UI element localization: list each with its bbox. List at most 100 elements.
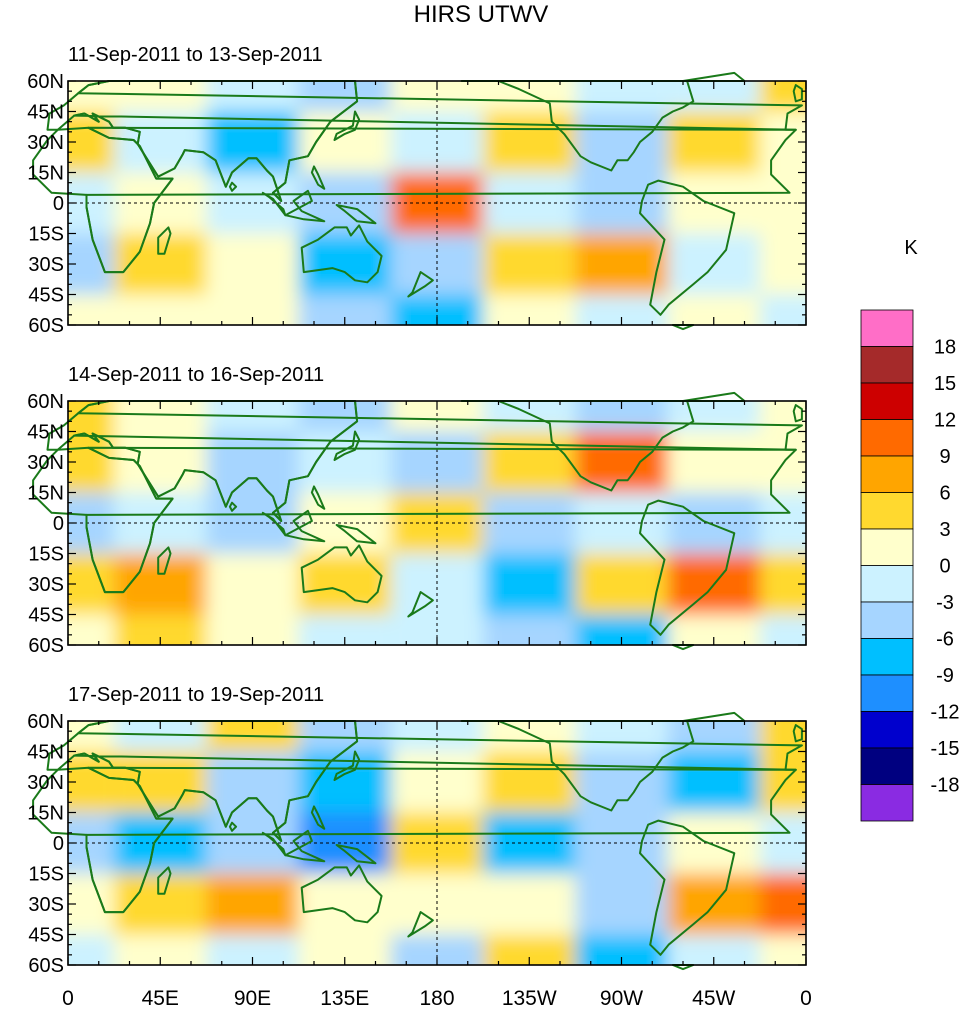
colorbar-box xyxy=(860,784,914,822)
lon-tick-label: 45W xyxy=(692,987,735,1010)
heatmap-cell xyxy=(483,873,576,935)
coastline-madagascar xyxy=(157,226,172,255)
coastline-south-america xyxy=(639,819,736,956)
panel-3-gridlines xyxy=(68,721,806,965)
lat-tick-label: 45S xyxy=(28,605,64,627)
heatmap-cell xyxy=(575,233,668,295)
panel-2-gridlines xyxy=(68,401,806,645)
coastline-borneo-java xyxy=(284,829,326,863)
heatmap-cell xyxy=(483,233,576,295)
colorbar-box xyxy=(860,346,914,384)
colorbar-box xyxy=(860,309,914,347)
lat-tick-label: 0 xyxy=(53,513,64,535)
colorbar-level-label: -6 xyxy=(936,629,954,651)
colorbar-labels: 18 15 12 9 6 3 0 -3 -6 -9 -12 -15 -18 xyxy=(931,337,960,797)
coastline-madagascar xyxy=(157,546,172,575)
coastline-africa-west xyxy=(32,446,174,594)
heatmap-cell xyxy=(206,812,299,874)
panel-3-date-label: 17-Sep-2011 to 19-Sep-2011 xyxy=(68,684,324,706)
heatmap-cell xyxy=(114,111,207,173)
heatmap-cell xyxy=(483,431,576,493)
lon-tick-label: 180 xyxy=(419,987,454,1010)
panel-3-lat-labels: 60N 45N 30N 15N 0 15S 30S 45S 60S xyxy=(27,711,64,977)
coastline-north-america xyxy=(460,720,695,812)
lon-tick-label: 45E xyxy=(142,987,179,1010)
coastline-new-zealand xyxy=(407,591,434,618)
coastline-uk xyxy=(792,404,803,423)
heatmap-cell xyxy=(483,751,576,813)
colorbar-level-label: 6 xyxy=(939,483,950,505)
heatmap-cell xyxy=(206,111,299,173)
coastline-south-america xyxy=(639,499,736,636)
heatmap-cell xyxy=(759,294,806,325)
heatmap-cell xyxy=(68,934,115,965)
coastline-australia xyxy=(300,224,383,284)
heatmap-cell xyxy=(206,553,299,615)
coastline-north-america xyxy=(460,400,695,492)
colorbar-level-label: 3 xyxy=(939,519,950,541)
heatmap-cell xyxy=(667,111,760,173)
chart-title: HIRS UTWV xyxy=(414,1,549,28)
lat-tick-label: 30S xyxy=(28,574,64,596)
heatmap-cell xyxy=(575,431,668,493)
lat-tick-label: 30N xyxy=(27,452,64,474)
colorbar-box xyxy=(860,565,914,603)
colorbar-box xyxy=(860,674,914,712)
coastline-greenland xyxy=(682,391,746,402)
coastline-uk xyxy=(792,84,803,103)
coastline-north-america xyxy=(460,80,695,172)
heatmap-cell xyxy=(575,111,668,173)
coastline-new-zealand xyxy=(407,911,434,938)
coastline-sri-lanka xyxy=(228,821,238,832)
colorbar-box xyxy=(860,455,914,493)
colorbar-level-label: 9 xyxy=(939,446,950,468)
heatmap-cell xyxy=(483,553,576,615)
heatmap-cell xyxy=(114,873,207,935)
coastline-indonesia xyxy=(261,831,287,857)
lat-tick-label: 60N xyxy=(27,391,64,413)
coastline-south-america xyxy=(639,179,736,316)
lon-tick-label: 135W xyxy=(502,987,557,1010)
heatmap-cell xyxy=(575,873,668,935)
lat-tick-label: 45N xyxy=(27,742,64,764)
coastline-japan xyxy=(333,750,361,781)
colorbar-box xyxy=(860,492,914,530)
coastline-greenland xyxy=(682,71,746,82)
coastline-madagascar xyxy=(157,866,172,895)
lat-tick-label: 0 xyxy=(53,833,64,855)
colorbar-level-label: -15 xyxy=(931,738,960,760)
colorbar-box xyxy=(860,528,914,566)
coastline-africa-west xyxy=(32,126,174,274)
lat-tick-label: 15N xyxy=(27,803,64,825)
coastline-greenland xyxy=(682,711,746,722)
coastline-africa-west xyxy=(32,766,174,914)
panel-2-date-label: 14-Sep-2011 to 16-Sep-2011 xyxy=(68,364,324,386)
heatmap-cell xyxy=(114,553,207,615)
heatmap-cell xyxy=(575,751,668,813)
lat-tick-label: 15S xyxy=(28,864,64,886)
coastline-indonesia xyxy=(261,191,287,217)
colorbar-level-label: -3 xyxy=(936,592,954,614)
panel-1-lat-labels: 60N 45N 30N 15N 0 15S 30S 45S 60S xyxy=(27,71,64,337)
heatmap-cell xyxy=(667,751,760,813)
panel-2: 14-Sep-2011 to 16-Sep-2011 60N 45N 30N 15N 0… xyxy=(27,364,807,657)
lat-tick-label: 15S xyxy=(28,224,64,246)
heatmap-cell xyxy=(759,934,806,965)
coastline-borneo-java xyxy=(284,509,326,543)
lat-tick-label: 45S xyxy=(28,285,64,307)
heatmap-cell xyxy=(298,233,391,295)
colorbar-level-label: 0 xyxy=(939,556,950,578)
coastline-australia xyxy=(300,864,383,924)
heatmap-cell xyxy=(575,553,668,615)
lat-tick-label: 45N xyxy=(27,102,64,124)
lon-tick-label: 0 xyxy=(800,987,812,1010)
colorbar-level-label: -18 xyxy=(931,775,960,797)
lat-tick-label: 45S xyxy=(28,925,64,947)
colorbar-box xyxy=(860,638,914,676)
panel-2-ticks xyxy=(67,400,807,646)
colorbar-level-label: 15 xyxy=(934,373,956,395)
heatmap-cell xyxy=(298,873,391,935)
lat-tick-label: 60N xyxy=(27,71,64,93)
colorbar: K 18 15 12 9 6 3 0 -3 -6 -9 -12 -15 -18 xyxy=(860,237,960,822)
